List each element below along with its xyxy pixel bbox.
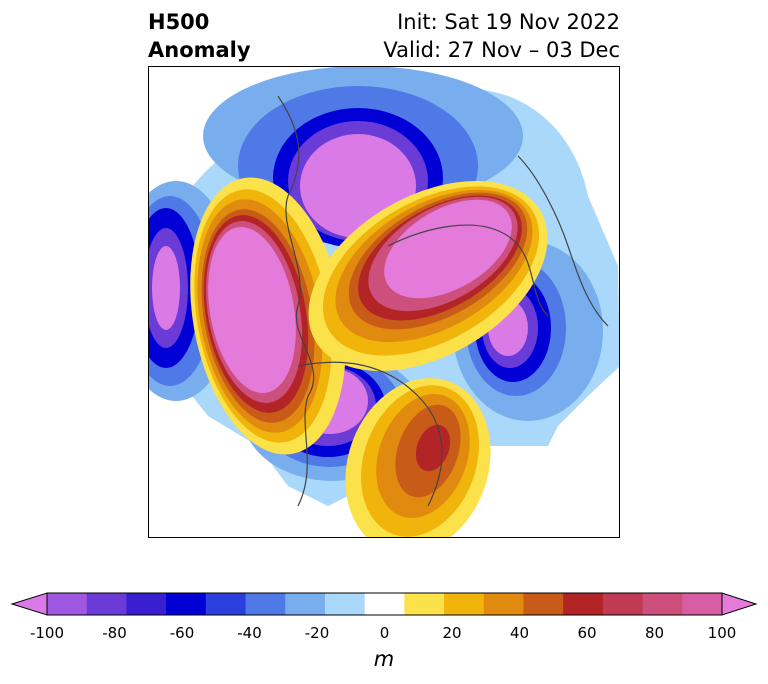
map-title: H500 Anomaly bbox=[148, 8, 251, 64]
colorbar-cell bbox=[682, 593, 723, 615]
colorbar-tick-labels: -100 -80 -60 -40 -20 0 20 40 60 80 100 bbox=[0, 624, 768, 644]
colorbar-cell bbox=[602, 593, 644, 615]
valid-time: Init: Sat 19 Nov 2022 Valid: 27 Nov – 03… bbox=[383, 8, 620, 64]
colorbar-tick-label: 40 bbox=[509, 624, 530, 642]
colorbar-tick-label: 20 bbox=[442, 624, 462, 642]
colorbar-tick-label: -40 bbox=[237, 624, 262, 642]
colorbar-tick-label: 100 bbox=[707, 624, 737, 642]
colorbar-unit-label: m bbox=[373, 647, 395, 671]
colorbar-cell bbox=[404, 593, 445, 615]
colorbar-tick-label: -80 bbox=[102, 624, 127, 642]
colorbar-cell bbox=[444, 593, 485, 615]
colorbar-cell bbox=[47, 593, 88, 615]
colorbar-cell bbox=[483, 593, 524, 615]
colorbar-cell bbox=[126, 593, 167, 615]
positive-anomaly-south bbox=[345, 378, 491, 538]
colorbar-cell bbox=[523, 593, 564, 615]
colorbar-cell bbox=[166, 593, 207, 615]
anomaly-map bbox=[148, 66, 620, 538]
colorbar-tick-label: -20 bbox=[304, 624, 330, 642]
colorbar-cell bbox=[642, 593, 683, 615]
colorbar-outline bbox=[46, 592, 723, 616]
colorbar-tick-label: 80 bbox=[644, 624, 665, 642]
colorbar-cell bbox=[285, 593, 326, 615]
colorbar-cell bbox=[563, 593, 604, 615]
valid-time-label: Valid: 27 Nov – 03 Dec bbox=[383, 38, 620, 62]
positive-anomaly-pacific bbox=[190, 177, 346, 455]
colorbar-tick-label: -100 bbox=[29, 624, 65, 642]
colorbar-extend-low bbox=[10, 592, 48, 616]
colorbar-cell bbox=[364, 593, 405, 615]
coastlines bbox=[277, 95, 609, 507]
colorbar-extend-high bbox=[721, 592, 758, 616]
colorbar-cell bbox=[86, 593, 127, 615]
colorbar bbox=[10, 592, 758, 616]
colorbar-tick-label: 60 bbox=[577, 624, 597, 642]
colorbar-cell bbox=[245, 593, 286, 615]
colorbar-cell bbox=[324, 593, 366, 615]
colorbar-tick-label: -60 bbox=[169, 624, 195, 642]
title-line-2: Anomaly bbox=[148, 38, 251, 62]
init-time-label: Init: Sat 19 Nov 2022 bbox=[397, 10, 620, 34]
colorbar-cell bbox=[205, 593, 247, 615]
title-line-1: H500 bbox=[148, 10, 210, 34]
colorbar-tick-label: 0 bbox=[379, 624, 390, 642]
